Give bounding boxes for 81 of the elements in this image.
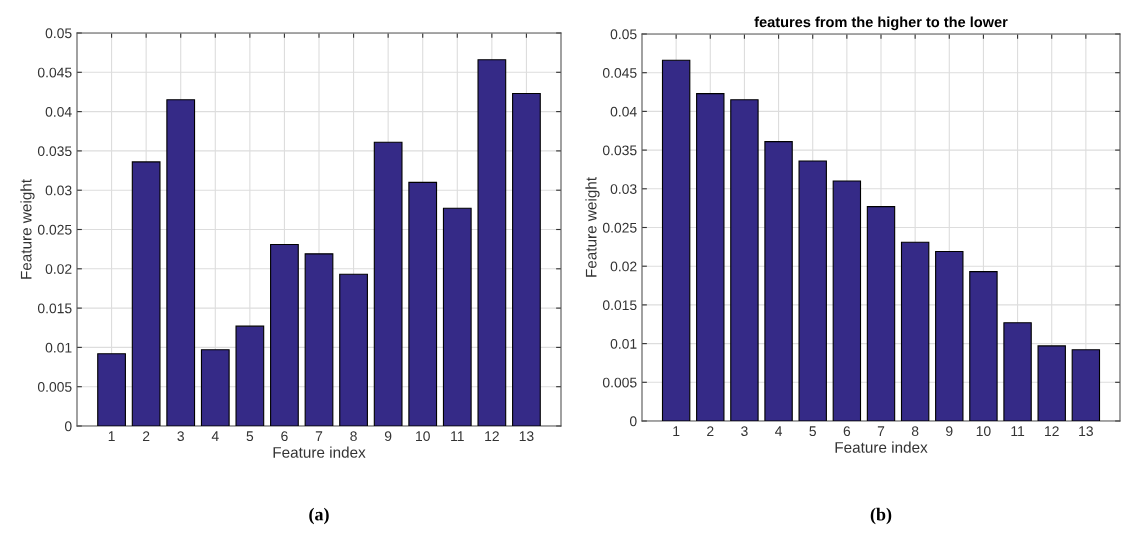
y-tick-label: 0.03: [45, 185, 72, 196]
x-axis-title: Feature index: [273, 446, 366, 458]
x-tick-label: 11: [1011, 426, 1025, 436]
chart-title: features from the higher to the lower: [754, 16, 1008, 31]
y-tick-label: 0: [629, 416, 637, 427]
y-tick-label: 0.05: [610, 29, 637, 40]
y-tick-label: 0.045: [37, 67, 72, 78]
bar: [131, 161, 161, 426]
x-tick-label: 8: [911, 426, 919, 437]
bar: [270, 243, 299, 426]
bar: [1071, 349, 1101, 421]
x-tick-label: 1: [108, 431, 115, 441]
y-tick-label: 0.015: [602, 300, 637, 311]
x-tick-label: 5: [246, 431, 254, 442]
bar: [696, 93, 725, 421]
bar: [166, 99, 196, 426]
x-tick-label: 9: [384, 431, 392, 442]
bar: [200, 349, 230, 426]
x-tick-label: 1: [673, 426, 680, 436]
y-tick-label: 0: [64, 421, 72, 432]
text: (a): [309, 507, 329, 525]
y-tick-label: 0.02: [45, 264, 72, 274]
x-tick-label: 2: [142, 431, 150, 441]
y-tick-label: 0.015: [37, 303, 72, 314]
y-tick-label: 0.005: [602, 377, 637, 388]
y-tick-label: 0.01: [610, 338, 637, 349]
bar: [408, 181, 438, 426]
x-tick-label: 12: [1045, 426, 1059, 436]
y-tick-label: 0.02: [610, 261, 637, 272]
x-tick-label: 3: [177, 431, 184, 442]
bar: [661, 59, 691, 421]
bar: [235, 325, 265, 426]
x-tick-label: 4: [211, 431, 219, 441]
y-tick-label: 0.045: [602, 68, 637, 78]
bar: [935, 250, 964, 421]
bar: [477, 59, 507, 426]
bar: [512, 92, 541, 426]
bar: [1003, 322, 1032, 421]
x-axis-title: Feature index: [835, 441, 928, 453]
y-tick-label: 0.025: [37, 224, 72, 235]
x-tick-label: 3: [741, 426, 748, 437]
x-tick-label: 11: [451, 431, 464, 441]
y-tick-label: 0.04: [45, 106, 72, 117]
bar: [832, 180, 862, 421]
x-tick-label: 7: [877, 426, 885, 436]
x-tick-label: 13: [519, 431, 534, 442]
y-tick-label: 0.01: [45, 342, 72, 353]
y-tick-label: 0.035: [602, 145, 637, 156]
x-tick-label: 12: [485, 431, 499, 441]
x-tick-label: 10: [416, 431, 430, 442]
bar: [764, 141, 793, 421]
bar: [969, 271, 998, 421]
text: (b): [870, 507, 892, 525]
y-tick-label: 0.04: [610, 106, 637, 117]
x-tick-label: 6: [281, 431, 288, 442]
bar: [798, 160, 827, 421]
bar: [373, 141, 403, 426]
y-tick-label: 0.035: [37, 146, 72, 157]
y-axis-title: Feature weight: [585, 177, 600, 277]
y-tick-label: 0.025: [602, 222, 637, 233]
bar: [1037, 345, 1066, 421]
x-tick-label: 6: [843, 426, 851, 437]
y-axis-title: Feature weight: [20, 179, 35, 279]
x-tick-label: 9: [946, 426, 953, 437]
bar: [339, 273, 368, 426]
y-tick-label: 0.005: [37, 382, 72, 392]
x-tick-label: 7: [315, 431, 323, 441]
bar: [97, 353, 126, 426]
bar: [442, 207, 472, 426]
bar: [730, 99, 759, 421]
x-tick-label: 10: [976, 426, 991, 437]
y-tick-label: 0.05: [45, 28, 72, 39]
x-tick-label: 8: [350, 431, 357, 442]
x-tick-label: 5: [809, 426, 816, 437]
x-tick-label: 13: [1079, 426, 1093, 437]
bar: [866, 206, 896, 421]
y-tick-label: 0.03: [610, 184, 637, 194]
bar: [900, 241, 930, 421]
x-tick-label: 4: [775, 426, 783, 436]
x-tick-label: 2: [707, 426, 714, 436]
bar: [304, 253, 334, 426]
